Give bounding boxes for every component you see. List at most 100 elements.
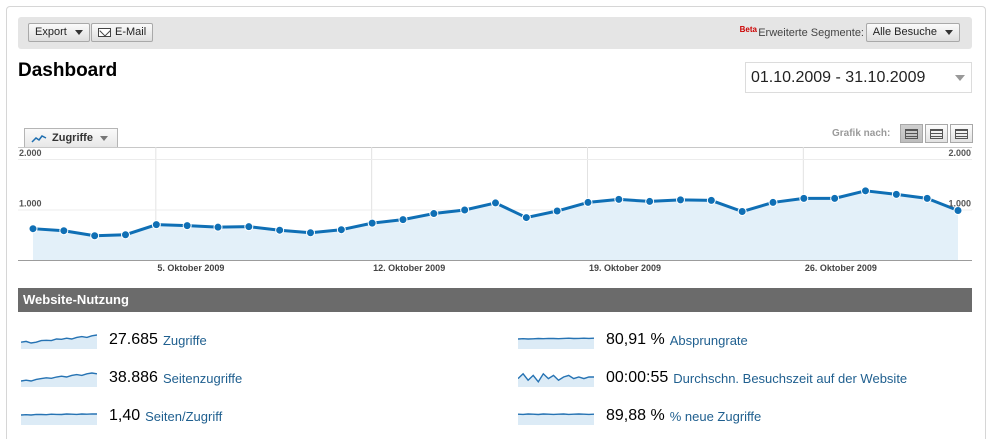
usage-stat-link[interactable]: Zugriffe	[162, 332, 207, 348]
usage-stat-link[interactable]: Absprungrate	[669, 332, 748, 348]
chart-point	[367, 218, 377, 228]
sparkline-icon	[21, 372, 97, 387]
sparkline-line	[518, 337, 594, 340]
chart-point	[121, 230, 130, 240]
week-view-button[interactable]	[925, 124, 948, 143]
chart-y-tick-label-left: 1.000	[19, 199, 42, 209]
chevron-down-icon[interactable]	[955, 75, 965, 81]
sparkline-area	[21, 335, 97, 349]
chart-point	[645, 196, 655, 206]
sparkline-line	[518, 372, 594, 384]
chevron-down-icon	[99, 136, 108, 141]
sparkline-area	[518, 414, 594, 425]
email-label: E-Mail	[115, 26, 147, 38]
beta-badge: Beta	[739, 25, 757, 34]
chart-y-tick-label-left: 2.000	[19, 148, 42, 158]
chart-point	[891, 189, 901, 199]
dashboard-frame	[6, 6, 986, 439]
chart-point	[491, 198, 500, 208]
chart-point	[768, 197, 778, 207]
sparkline-icon	[21, 413, 97, 425]
chart-point	[552, 206, 562, 216]
month-view-button[interactable]	[950, 124, 973, 143]
sparkline-line	[518, 413, 594, 416]
chart-point	[861, 186, 870, 196]
usage-stat-value: 89,88 %	[606, 407, 665, 424]
graph-by-label: Grafik nach:	[832, 128, 891, 139]
chart-point	[830, 193, 840, 203]
chart-x-tick-label: 26. Oktober 2009	[805, 263, 877, 273]
segment-select[interactable]: Alle Besuche	[865, 23, 960, 42]
usage-stat: 38.886 Seitenzugriffe	[21, 367, 242, 389]
chart-point	[737, 207, 747, 217]
chart-point	[398, 215, 408, 225]
line-chart-icon	[31, 134, 47, 143]
chart-point	[460, 205, 470, 215]
chevron-down-icon	[945, 30, 953, 35]
mail-icon	[98, 28, 111, 37]
usage-stat: 80,91 % Absprungrate	[518, 329, 748, 351]
usage-stat-value: 80,91 %	[606, 331, 665, 348]
chart-y-tick-label-right: 2.000	[948, 148, 971, 158]
usage-stat: 1,40 Seiten/Zugriff	[21, 405, 222, 427]
metric-selector[interactable]: Zugriffe	[24, 128, 118, 148]
chart-point	[614, 194, 624, 204]
sparkline-area	[21, 373, 97, 387]
date-range-value: 01.10.2009 - 31.10.2009	[751, 69, 926, 86]
section-header-website-usage: Website-Nutzung	[18, 288, 972, 312]
chart-point	[922, 193, 932, 203]
segment-value: Alle Besuche	[872, 26, 937, 38]
chart-point	[59, 226, 69, 236]
chart-y-tick-label-right: 1.000	[948, 199, 971, 209]
chart-point	[429, 209, 439, 219]
usage-stat-link[interactable]: Durchschn. Besuchszeit auf der Website	[673, 370, 908, 386]
usage-stat-value: 38.886	[109, 369, 158, 386]
chart-point	[244, 222, 254, 232]
chart-point	[799, 193, 809, 203]
usage-stat: 00:00:55 Durchschn. Besuchszeit auf der W…	[518, 367, 907, 389]
usage-stat-link[interactable]: % neue Zugriffe	[669, 408, 762, 424]
day-view-icon	[905, 128, 918, 139]
page-title: Dashboard	[18, 60, 118, 81]
chart-point	[706, 195, 716, 205]
usage-stat-link[interactable]: Seiten/Zugriff	[145, 408, 223, 424]
chart-point	[28, 224, 38, 234]
sparkline-area	[21, 413, 97, 425]
chart-point	[90, 231, 100, 241]
chart-x-tick-label: 5. Oktober 2009	[157, 263, 224, 273]
metric-label: Zugriffe	[52, 132, 93, 144]
sparkline-area	[518, 373, 594, 387]
toolbar: Export E-Mail Beta Erweiterte Segmente: …	[18, 17, 972, 49]
export-button[interactable]: Export	[28, 23, 90, 42]
chart-point	[182, 221, 192, 231]
sparkline-icon	[518, 372, 594, 387]
usage-stat-value: 27.685	[109, 331, 158, 348]
usage-stat: 27.685 Zugriffe	[21, 329, 207, 351]
chart-point	[336, 225, 346, 235]
usage-stat-value: 1,40	[109, 407, 141, 424]
segments-label: Erweiterte Segmente:	[758, 27, 864, 39]
day-view-button[interactable]	[900, 124, 923, 143]
chart-x-tick-label: 12. Oktober 2009	[373, 263, 445, 273]
chart-point	[213, 222, 223, 232]
date-range-picker[interactable]: 01.10.2009 - 31.10.2009	[745, 62, 972, 93]
chart-point	[953, 206, 963, 216]
chart-point	[583, 197, 593, 207]
chart-point	[676, 195, 685, 205]
visits-chart: 1.000 1.000 2.000 2.000 5. Oktober 2009 12. O…	[18, 147, 972, 273]
email-button[interactable]: E-Mail	[91, 23, 154, 42]
sparkline-icon	[518, 413, 594, 425]
sparkline-area	[518, 338, 594, 349]
usage-stat-value: 00:00:55	[606, 369, 669, 386]
usage-stat: 89,88 %% neue Zugriffe	[518, 405, 761, 427]
sparkline-line	[21, 372, 97, 382]
chevron-down-icon	[74, 30, 83, 35]
week-view-icon	[930, 128, 943, 139]
usage-stat-link[interactable]: Seitenzugriffe	[162, 370, 243, 386]
sparkline-icon	[518, 337, 594, 349]
sparkline-icon	[21, 334, 97, 349]
sparkline-line	[21, 334, 97, 344]
chart-area	[33, 190, 958, 260]
chart-point	[306, 228, 315, 238]
chart-point	[151, 220, 161, 230]
